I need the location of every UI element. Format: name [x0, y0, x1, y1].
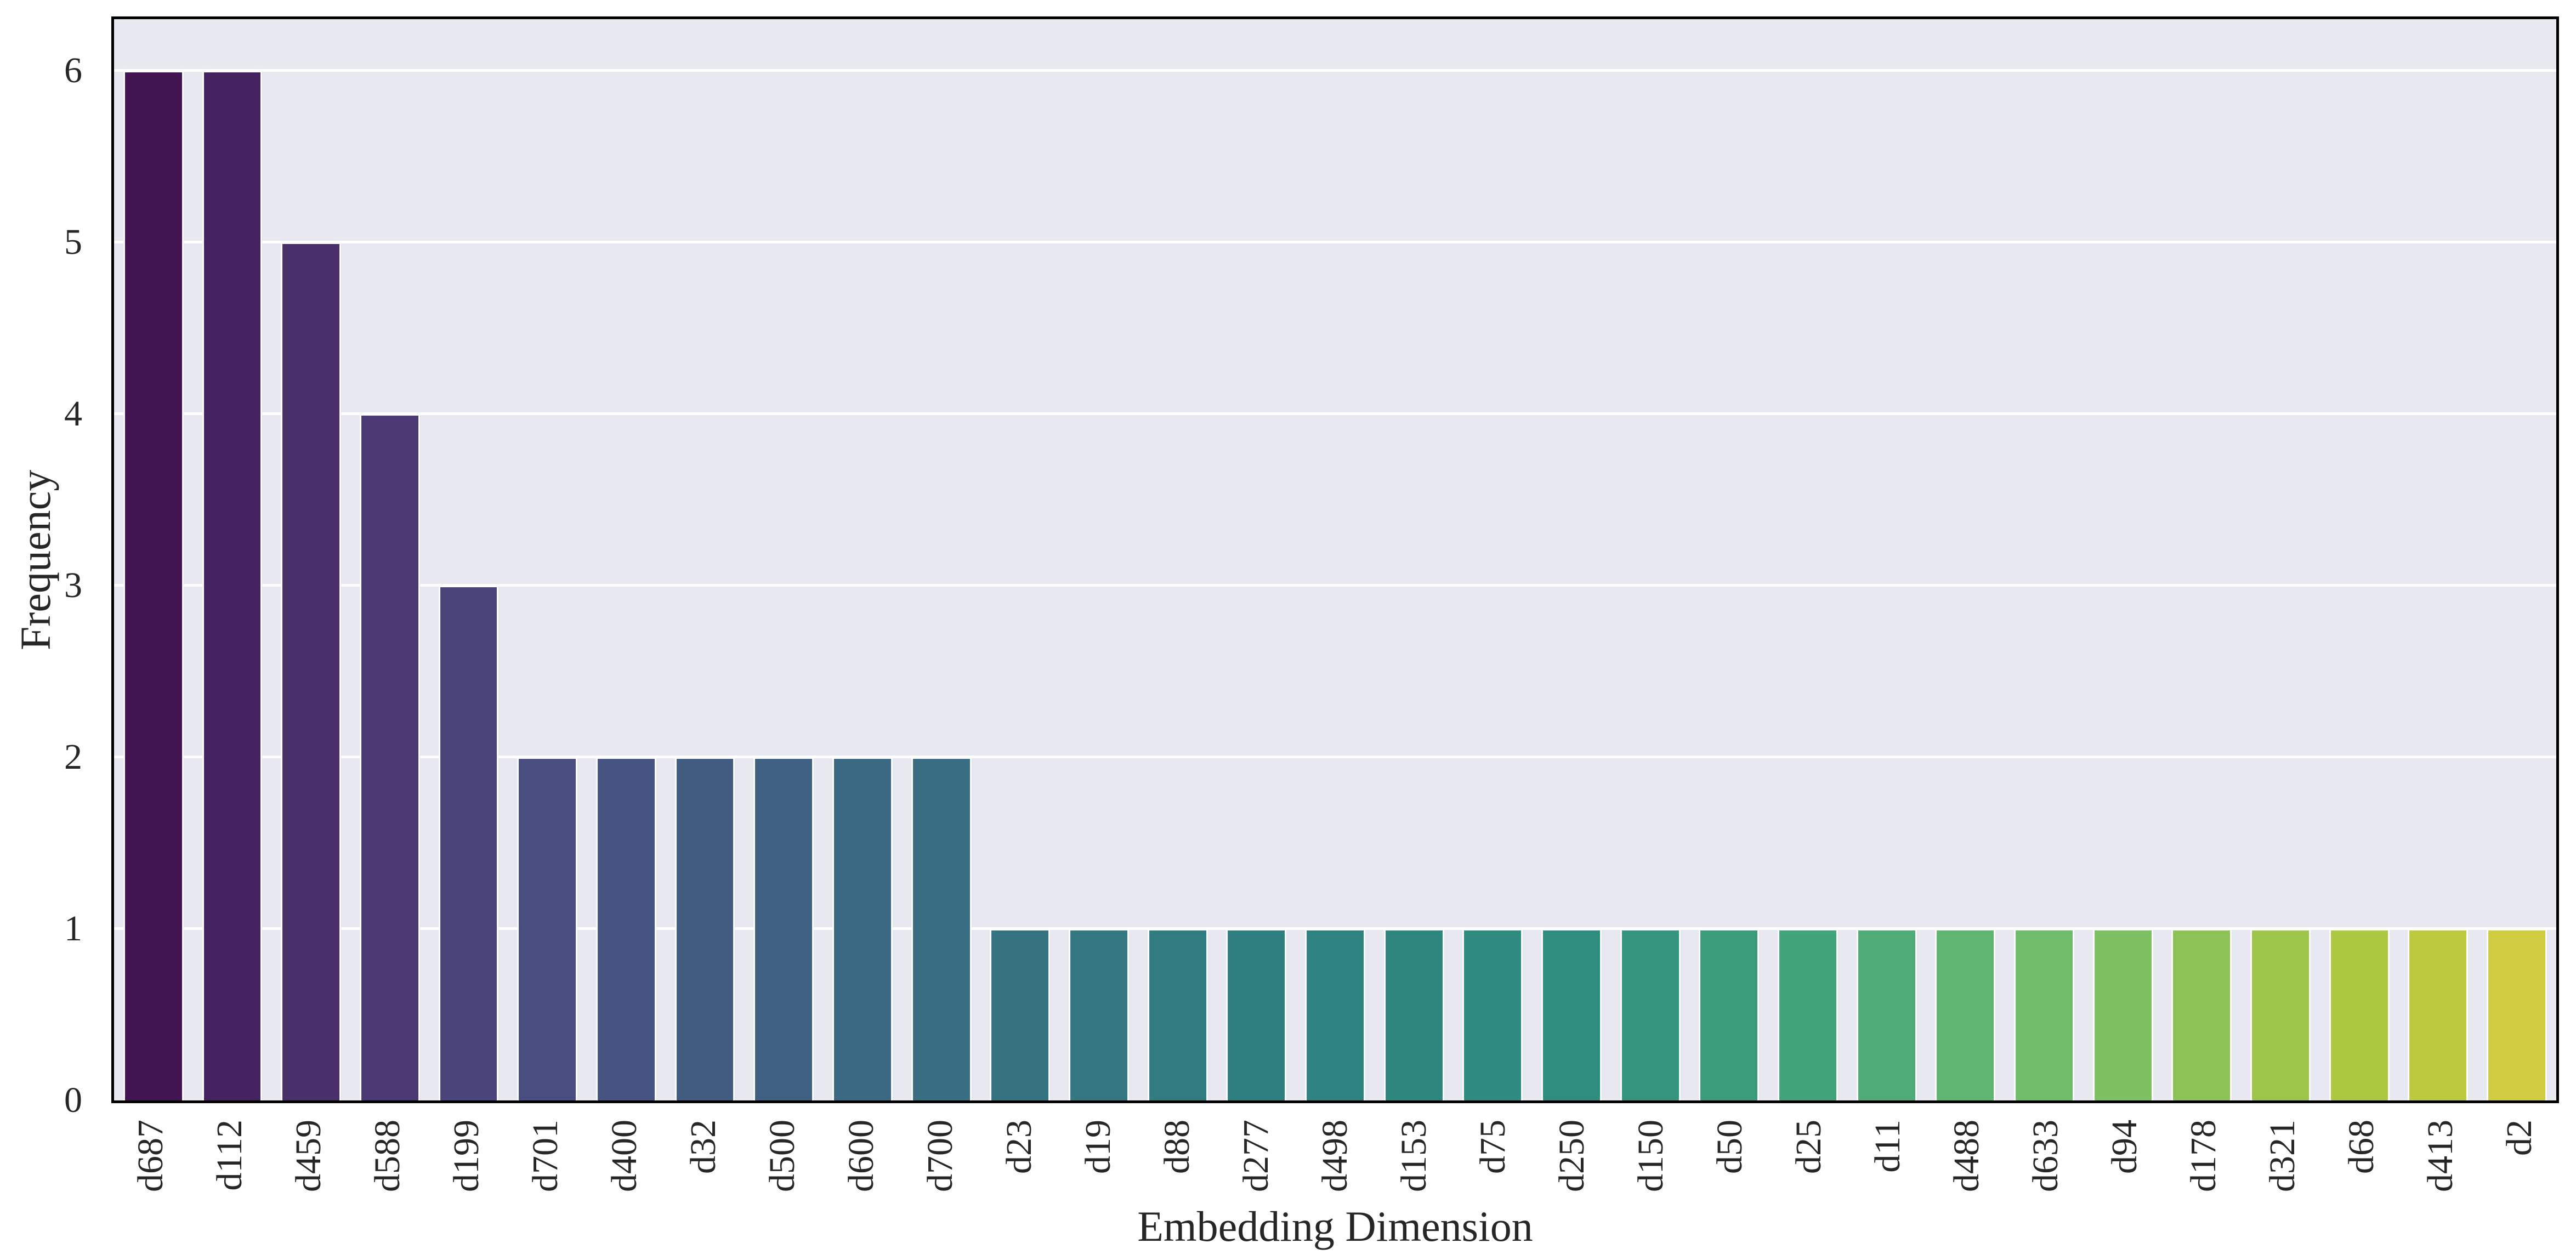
x-tick-label-d687: d687: [130, 1120, 171, 1192]
x-tick-label-d25: d25: [1789, 1120, 1829, 1174]
bar-d588: [359, 413, 420, 1100]
y-tick-label-4: 4: [64, 394, 82, 434]
y-tick-label-6: 6: [64, 50, 82, 90]
x-tick-label-d19: d19: [1078, 1120, 1118, 1174]
x-tick-label-d588: d588: [367, 1120, 407, 1192]
bar-d250: [1541, 928, 1602, 1100]
bar-d88: [1147, 928, 1208, 1100]
bar-d701: [517, 757, 578, 1100]
x-tick-label-d500: d500: [762, 1120, 802, 1192]
x-tick-label-d700: d700: [920, 1120, 960, 1192]
x-tick-label-d701: d701: [525, 1120, 565, 1192]
x-tick-label-d488: d488: [1947, 1120, 1987, 1192]
plot-area: [111, 16, 2559, 1103]
x-tick-label-d68: d68: [2341, 1120, 2381, 1174]
x-tick-label-d178: d178: [2183, 1120, 2223, 1192]
bar-d413: [2408, 928, 2469, 1100]
y-tick-label-2: 2: [64, 737, 82, 777]
bar-d498: [1305, 928, 1365, 1100]
bar-d687: [123, 70, 184, 1100]
bar-d178: [2171, 928, 2232, 1100]
x-tick-label-d11: d11: [1868, 1120, 1908, 1173]
x-tick-label-d150: d150: [1631, 1120, 1671, 1192]
bar-d153: [1383, 928, 1444, 1100]
y-tick-label-0: 0: [64, 1080, 82, 1120]
bar-d112: [202, 70, 263, 1100]
bar-d600: [832, 757, 893, 1100]
x-tick-label-d400: d400: [604, 1120, 644, 1192]
bar-d2: [2487, 928, 2547, 1100]
bar-d488: [1935, 928, 1996, 1100]
x-axis-title: Embedding Dimension: [1137, 1202, 1533, 1250]
y-tick-label-3: 3: [64, 565, 82, 605]
bar-d68: [2329, 928, 2390, 1100]
gridline-y4: [114, 412, 2556, 416]
gridline-y2: [114, 756, 2556, 759]
y-tick-label-1: 1: [64, 909, 82, 949]
bar-d19: [1069, 928, 1129, 1100]
x-tick-label-d23: d23: [999, 1120, 1039, 1174]
x-tick-label-d94: d94: [2104, 1120, 2144, 1174]
x-tick-label-d459: d459: [288, 1120, 328, 1192]
bar-d633: [2014, 928, 2075, 1100]
bar-d94: [2092, 928, 2153, 1100]
x-tick-label-d498: d498: [1315, 1120, 1355, 1192]
plot-inner: [114, 19, 2556, 1100]
x-tick-label-d50: d50: [1710, 1120, 1750, 1174]
x-tick-label-d112: d112: [209, 1120, 249, 1191]
bar-d23: [990, 928, 1051, 1100]
bar-d25: [1778, 928, 1839, 1100]
x-tick-label-d88: d88: [1157, 1120, 1197, 1174]
bar-d11: [1856, 928, 1917, 1100]
bar-d199: [438, 585, 499, 1100]
y-axis-title: Frequency: [12, 469, 59, 650]
x-tick-label-d321: d321: [2262, 1120, 2302, 1192]
bar-d277: [1226, 928, 1287, 1100]
x-tick-label-d250: d250: [1552, 1120, 1592, 1192]
x-tick-label-d277: d277: [1236, 1120, 1276, 1192]
bar-d500: [753, 757, 814, 1100]
bar-d400: [595, 757, 656, 1100]
bar-d50: [1699, 928, 1760, 1100]
bar-d321: [2250, 928, 2311, 1100]
x-tick-label-d633: d633: [2025, 1120, 2066, 1192]
x-tick-label-d153: d153: [1394, 1120, 1434, 1192]
gridline-y3: [114, 584, 2556, 587]
x-tick-label-d75: d75: [1473, 1120, 1513, 1174]
gridline-y5: [114, 241, 2556, 244]
y-tick-label-5: 5: [64, 222, 82, 262]
bar-d75: [1462, 928, 1523, 1100]
x-tick-label-d600: d600: [841, 1120, 881, 1192]
x-tick-label-d2: d2: [2499, 1120, 2539, 1156]
bar-d150: [1620, 928, 1681, 1100]
bar-d700: [911, 757, 972, 1100]
x-tick-label-d199: d199: [446, 1120, 486, 1192]
x-tick-label-d413: d413: [2420, 1120, 2460, 1192]
bar-d459: [281, 242, 342, 1100]
bar-d32: [674, 757, 735, 1100]
gridline-y6: [114, 69, 2556, 72]
x-tick-label-d32: d32: [683, 1120, 723, 1174]
